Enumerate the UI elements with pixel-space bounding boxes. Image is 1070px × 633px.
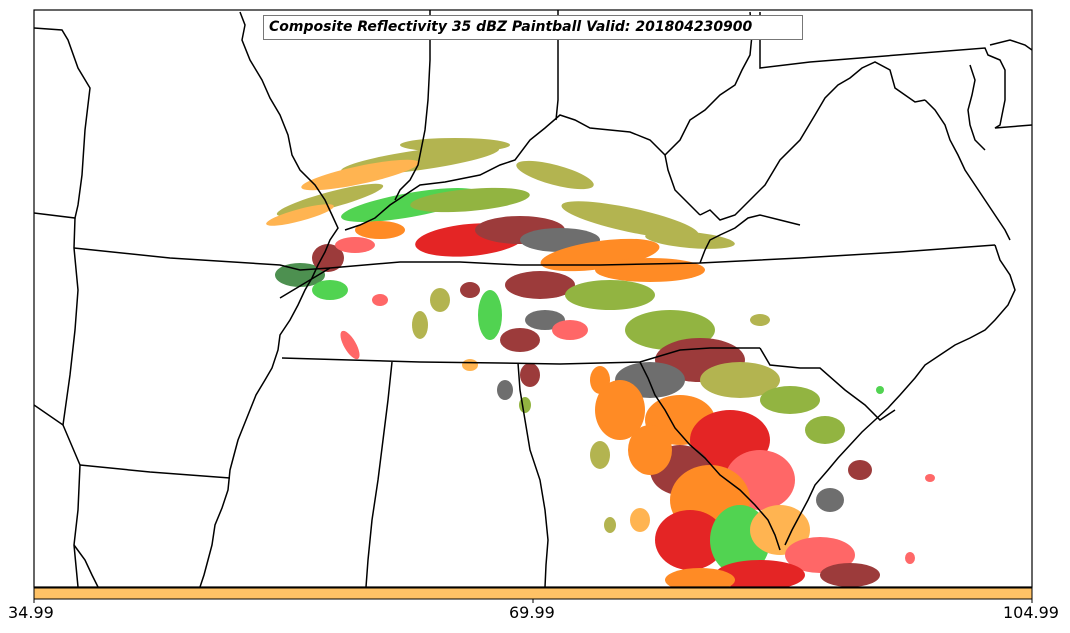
storm-band-tennessee — [340, 216, 705, 413]
colorbar-tick-label-max: 104.99 — [1003, 603, 1059, 622]
colorbar — [33, 587, 1033, 600]
colorbar-tick-label-min: 34.99 — [8, 603, 54, 622]
storm-band-northwest — [266, 138, 735, 300]
paintball-layer — [266, 138, 935, 587]
map-frame — [33, 9, 1033, 588]
state-boundaries — [34, 10, 1032, 587]
colorbar-tick-label-mid: 69.99 — [509, 603, 555, 622]
map-title: Composite Reflectivity 35 dBZ Paintball … — [263, 15, 803, 40]
